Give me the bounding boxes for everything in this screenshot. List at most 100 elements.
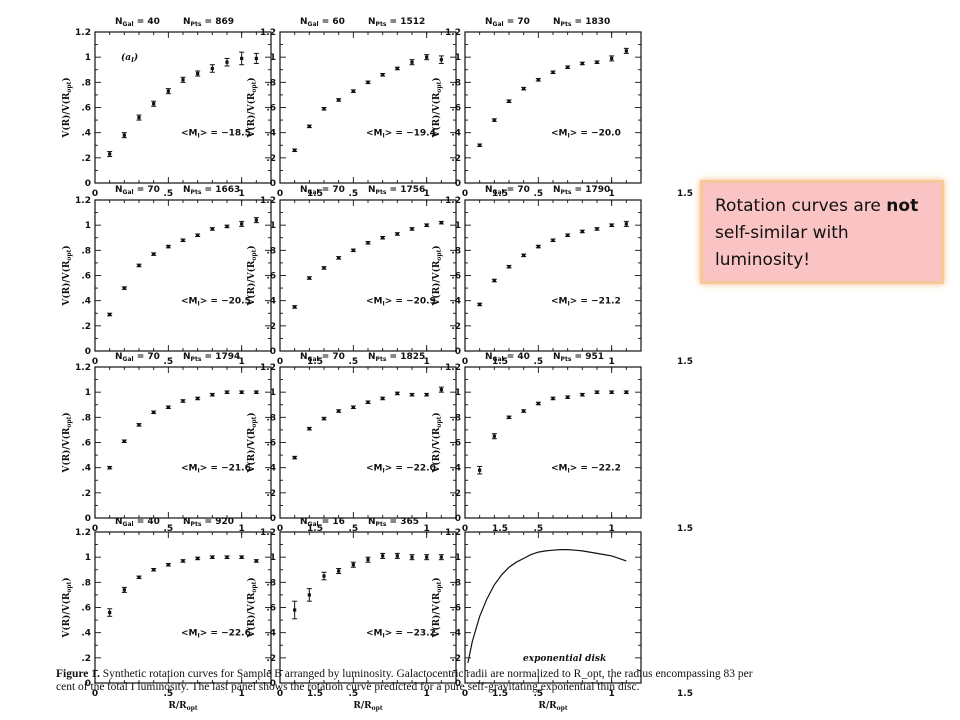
x-tick-label: 0	[277, 524, 283, 534]
data-point	[551, 70, 555, 74]
y-tick-label: .8	[81, 246, 91, 256]
data-point	[536, 401, 540, 406]
y-tick-label: .4	[266, 629, 276, 639]
y-tick-label: .2	[81, 654, 91, 664]
data-point	[152, 252, 156, 256]
x-tick-label: 1.5	[492, 524, 508, 534]
x-tick-label: 1.5	[677, 189, 693, 199]
data-point	[478, 302, 482, 307]
data-point	[254, 559, 258, 563]
y-tick-label: .4	[81, 129, 91, 139]
x-tick-label: 1	[239, 189, 245, 199]
data-point	[225, 555, 229, 559]
data-point	[210, 66, 214, 71]
y-tick-label: .6	[81, 104, 91, 114]
data-point	[293, 305, 297, 309]
x-axis-label: R/Ropt	[168, 701, 197, 712]
y-tick-label: 1	[270, 221, 276, 231]
y-tick-label: .6	[451, 104, 461, 114]
data-point	[225, 224, 229, 229]
data-point	[254, 218, 258, 222]
data-point	[166, 89, 170, 93]
x-tick-label: 0	[277, 357, 283, 367]
data-point	[337, 409, 341, 413]
ngal-label: NGal = 40	[115, 17, 160, 28]
data-point	[395, 232, 399, 236]
data-point	[122, 286, 126, 290]
data-point	[337, 256, 341, 260]
ngal-label: NGal = 40	[115, 517, 160, 528]
data-point	[381, 236, 385, 240]
y-tick-label: .2	[266, 654, 276, 664]
data-point	[551, 238, 555, 242]
panel-frame	[279, 31, 457, 184]
x-tick-label: .5	[163, 189, 173, 199]
data-point	[507, 265, 511, 269]
data-point	[108, 466, 112, 470]
y-tick-label: .8	[451, 578, 461, 588]
x-tick-label: .5	[348, 189, 358, 199]
x-tick-label: .5	[533, 189, 543, 199]
x-tick-label: .5	[533, 357, 543, 367]
y-tick-label: 1	[85, 221, 91, 231]
x-tick-label: 1	[424, 357, 430, 367]
x-tick-label: 1.5	[677, 524, 693, 534]
data-point	[366, 400, 370, 404]
data-point	[478, 468, 482, 472]
npts-label: NPts = 869	[183, 17, 234, 28]
magnitude-label: <MI> = −22.2	[551, 464, 621, 475]
data-point	[580, 393, 584, 397]
data-point	[181, 399, 185, 403]
data-point	[225, 60, 229, 64]
y-tick-label: 1	[85, 388, 91, 398]
x-tick-label: 1.5	[677, 357, 693, 367]
y-tick-label: .6	[266, 439, 276, 449]
magnitude-label: <MI> = −18.5	[181, 129, 251, 140]
y-tick-label: .6	[81, 272, 91, 282]
data-point	[196, 396, 200, 401]
panel-12: 0 .2 .4 .6 .8 1 1.2 0 .5 1 1.5 V(R)/V(Ropt) R/Ropt ex…	[431, 528, 693, 712]
y-axis-label: V(R)/V(Ropt)	[61, 77, 73, 138]
y-tick-label: 1	[455, 553, 461, 563]
y-tick-label: .2	[266, 489, 276, 499]
y-tick-label: .4	[451, 297, 461, 307]
y-axis-label: V(R)/V(Ropt)	[431, 412, 443, 473]
x-tick-label: 1.5	[307, 524, 323, 534]
x-tick-label: 0	[462, 524, 468, 534]
y-tick-label: .6	[266, 604, 276, 614]
data-point	[337, 569, 341, 573]
data-point	[507, 415, 511, 419]
x-tick-label: 1.5	[307, 689, 323, 699]
x-tick-label: 1	[609, 689, 615, 699]
data-point	[410, 60, 414, 64]
y-tick-label: .4	[81, 297, 91, 307]
y-tick-label: 1	[270, 53, 276, 63]
y-tick-label: .8	[81, 578, 91, 588]
y-tick-label: .6	[451, 439, 461, 449]
y-tick-label: .2	[81, 322, 91, 332]
callout-bold: not	[886, 196, 919, 216]
y-tick-label: 1	[455, 53, 461, 63]
data-point	[307, 427, 311, 431]
data-point	[322, 574, 326, 578]
x-tick-label: 1	[239, 357, 245, 367]
y-axis-label: V(R)/V(Ropt)	[431, 577, 443, 638]
data-point	[181, 559, 185, 563]
data-point	[225, 390, 229, 394]
y-tick-label: .2	[81, 154, 91, 164]
data-point	[322, 266, 326, 270]
y-tick-label: .8	[81, 78, 91, 88]
data-point	[624, 222, 628, 226]
y-tick-label: .2	[451, 489, 461, 499]
data-point	[410, 555, 414, 559]
npts-label: NPts = 920	[183, 517, 234, 528]
panel-3: 0 .2 .4 .6 .8 1 1.2 0 .5 1 1.5 V(R)/V(Ropt) NGal = 7…	[431, 17, 693, 199]
caption-text: Synthetic rotation curves for Sample B a…	[56, 668, 753, 693]
x-tick-label: 1	[609, 189, 615, 199]
caption-label: Figure 1.	[56, 668, 100, 680]
y-tick-label: .2	[266, 322, 276, 332]
data-point	[181, 238, 185, 242]
y-tick-label: .8	[451, 78, 461, 88]
data-point	[624, 390, 628, 394]
data-point	[507, 99, 511, 103]
